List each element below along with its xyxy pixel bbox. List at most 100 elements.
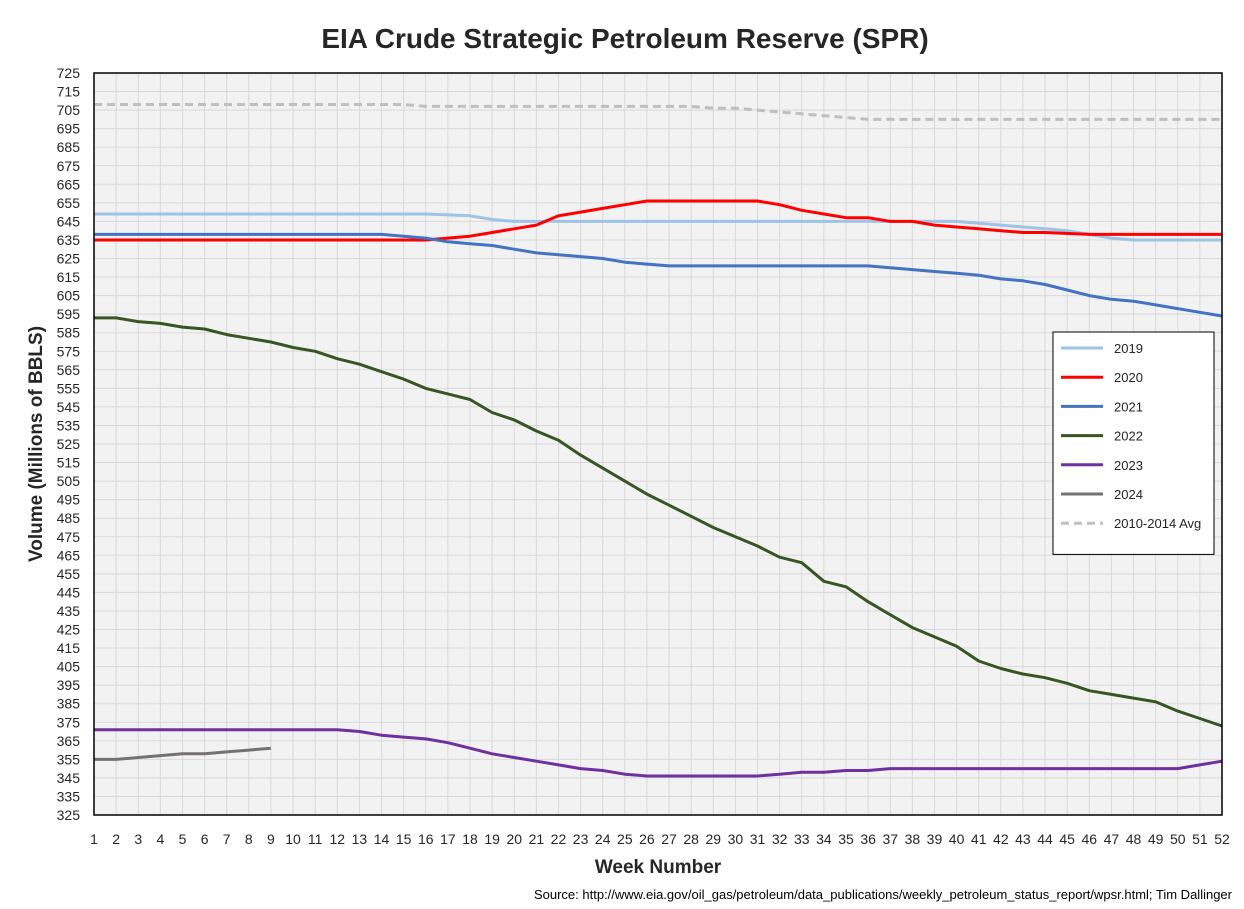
y-tick-label: 705	[57, 102, 81, 118]
x-tick-label: 1	[90, 831, 98, 847]
chart-title: EIA Crude Strategic Petroleum Reserve (S…	[321, 23, 928, 54]
y-tick-label: 415	[57, 640, 81, 656]
legend-label: 2024	[1114, 487, 1143, 502]
y-tick-label: 445	[57, 584, 81, 600]
series-line-2010-2014-avg	[94, 103, 1222, 121]
y-tick-label: 525	[57, 436, 81, 452]
y-tick-label: 335	[57, 788, 81, 804]
x-tick-label: 4	[156, 831, 164, 847]
x-tick-label: 27	[661, 831, 677, 847]
x-tick-label: 52	[1214, 831, 1230, 847]
series-line-2023	[94, 728, 1223, 778]
legend-label: 2022	[1114, 429, 1143, 444]
x-tick-label: 11	[308, 831, 323, 847]
x-tick-label: 5	[179, 831, 187, 847]
y-tick-label: 635	[57, 232, 81, 248]
y-tick-label: 595	[57, 306, 81, 322]
y-tick-label: 385	[57, 696, 81, 712]
x-tick-label: 29	[706, 831, 722, 847]
y-tick-label: 535	[57, 417, 81, 433]
x-tick-label: 18	[462, 831, 478, 847]
y-tick-label: 395	[57, 677, 81, 693]
x-tick-label: 13	[352, 831, 368, 847]
y-tick-label: 455	[57, 566, 81, 582]
y-tick-label: 565	[57, 362, 81, 378]
series-line-2020	[94, 199, 1222, 242]
y-tick-label: 425	[57, 622, 81, 638]
x-tick-label: 24	[595, 831, 611, 847]
legend-label: 2020	[1114, 370, 1143, 385]
x-tick-label: 48	[1126, 831, 1142, 847]
x-tick-label: 21	[529, 831, 545, 847]
y-tick-label: 325	[57, 807, 81, 823]
x-tick-label: 16	[418, 831, 434, 847]
legend-label: 2023	[1114, 458, 1143, 473]
x-tick-label: 6	[201, 831, 209, 847]
x-tick-label: 9	[267, 831, 275, 847]
x-tick-label: 43	[1015, 831, 1031, 847]
x-tick-label: 42	[993, 831, 1009, 847]
x-tick-label: 28	[683, 831, 699, 847]
x-tick-label: 25	[617, 831, 633, 847]
y-tick-label: 605	[57, 288, 81, 304]
y-tick-label: 645	[57, 213, 81, 229]
y-tick-label: 715	[57, 84, 81, 100]
x-tick-label: 12	[330, 831, 346, 847]
series-line-2022	[94, 316, 1223, 728]
x-tick-label: 23	[573, 831, 589, 847]
y-tick-label: 665	[57, 176, 81, 192]
series-line-2024	[94, 746, 272, 761]
y-tick-label: 585	[57, 325, 81, 341]
x-tick-label: 49	[1148, 831, 1164, 847]
x-tick-label: 40	[949, 831, 965, 847]
x-tick-label: 26	[639, 831, 655, 847]
x-tick-label: 51	[1192, 831, 1208, 847]
y-tick-label: 505	[57, 473, 81, 489]
y-tick-label: 615	[57, 269, 81, 285]
x-tick-label: 45	[1059, 831, 1075, 847]
source-note: Source: http://www.eia.gov/oil_gas/petro…	[534, 887, 1233, 902]
legend-label: 2010-2014 Avg	[1114, 516, 1201, 531]
x-tick-label: 15	[396, 831, 412, 847]
y-tick-label: 695	[57, 121, 81, 137]
legend-box	[1052, 331, 1215, 555]
y-tick-label: 575	[57, 343, 81, 359]
y-tick-label: 475	[57, 529, 81, 545]
series-lines	[94, 103, 1223, 778]
x-tick-label: 7	[223, 831, 231, 847]
x-tick-label: 30	[728, 831, 744, 847]
y-tick-label: 655	[57, 195, 81, 211]
y-tick-label: 495	[57, 492, 81, 508]
x-tick-label: 36	[860, 831, 876, 847]
y-tick-label: 435	[57, 603, 81, 619]
series-line-2021	[94, 232, 1223, 318]
plot-border	[93, 72, 1223, 816]
y-tick-label: 345	[57, 770, 81, 786]
y-tick-label: 355	[57, 751, 81, 767]
y-tick-label: 515	[57, 455, 81, 471]
x-axis-title: Week Number	[595, 857, 722, 878]
x-tick-label: 8	[245, 831, 253, 847]
y-tick-label: 375	[57, 714, 81, 730]
y-tick-label: 725	[57, 65, 81, 81]
axes: 1 2 3 4 5 6 7 8 9 10 11 12 13 14 15 16 17 18 19 20 21 22 23 24 2…	[57, 65, 1230, 847]
y-tick-label: 365	[57, 733, 81, 749]
y-tick-label: 485	[57, 510, 81, 526]
x-tick-label: 33	[794, 831, 810, 847]
x-tick-label: 41	[971, 831, 987, 847]
x-tick-label: 50	[1170, 831, 1186, 847]
x-tick-label: 47	[1104, 831, 1120, 847]
x-tick-label: 22	[551, 831, 567, 847]
x-tick-label: 39	[927, 831, 943, 847]
x-tick-label: 35	[838, 831, 854, 847]
legend-label: 2019	[1114, 341, 1143, 356]
x-tick-label: 19	[484, 831, 500, 847]
x-tick-label: 32	[772, 831, 788, 847]
x-tick-label: 46	[1082, 831, 1098, 847]
y-tick-label: 675	[57, 158, 81, 174]
x-tick-label: 14	[374, 831, 390, 847]
x-tick-label: 3	[134, 831, 142, 847]
y-tick-label: 545	[57, 399, 81, 415]
y-axis-title: Volume (Millions of BBLS)	[26, 326, 47, 562]
